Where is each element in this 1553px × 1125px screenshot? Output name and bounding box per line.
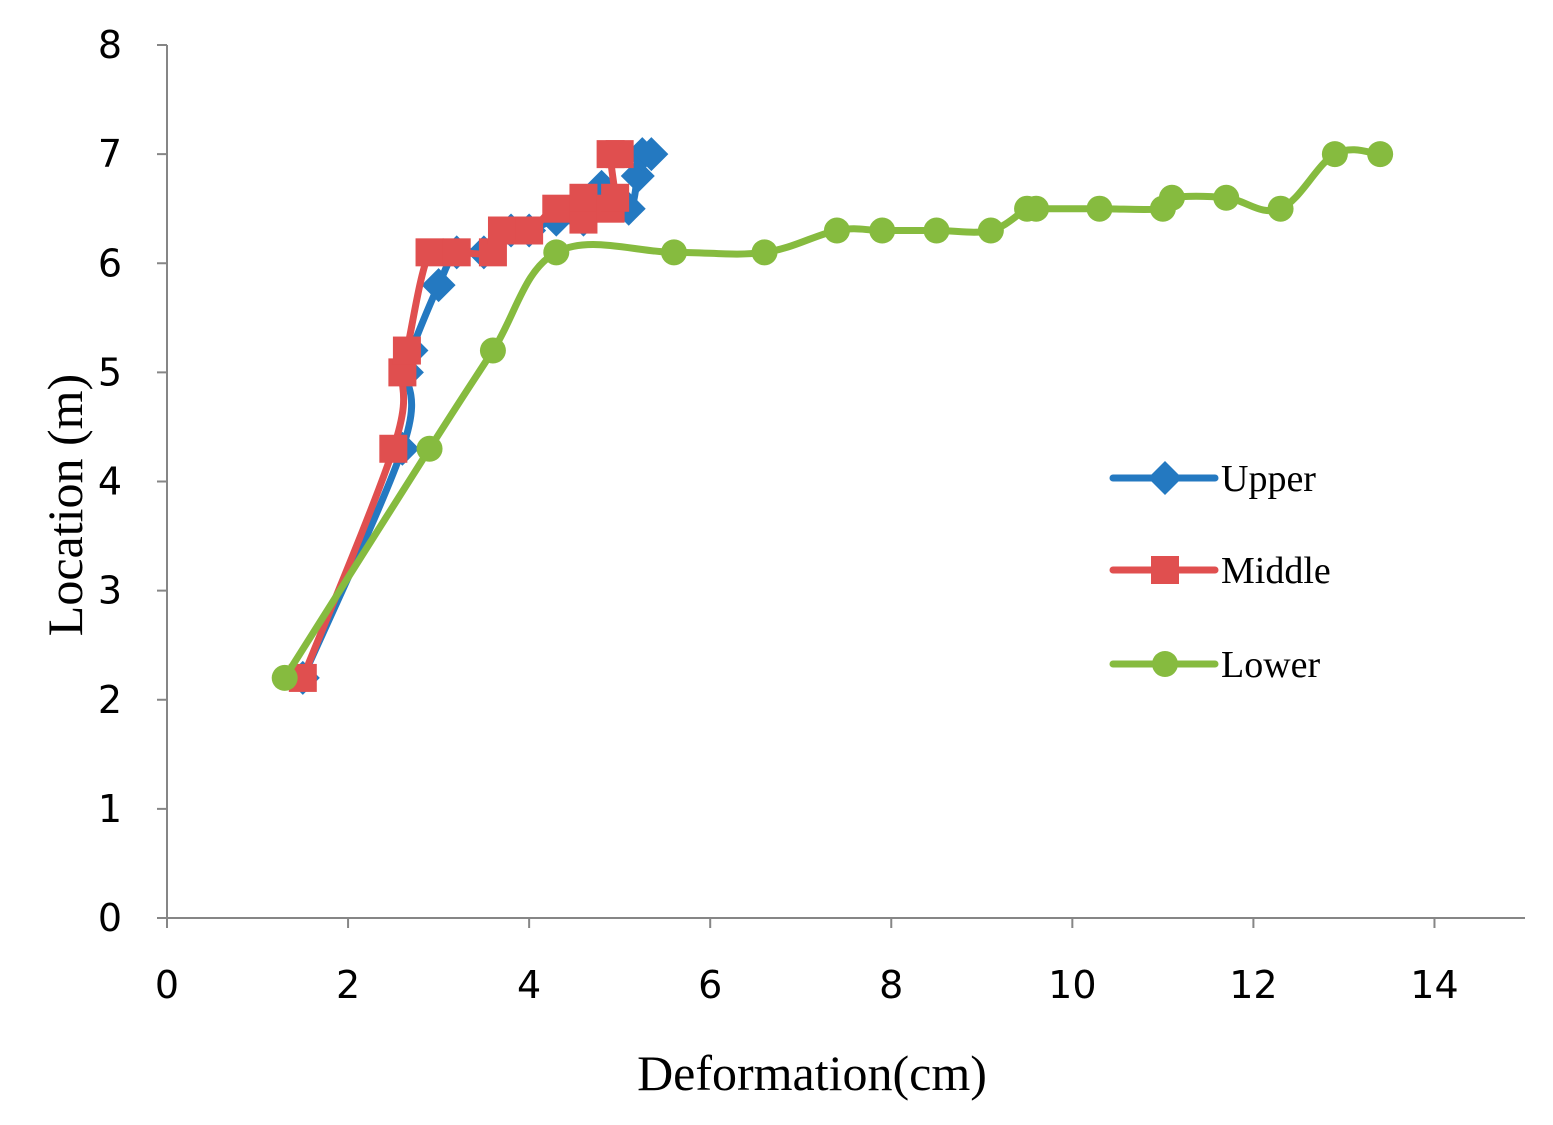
data-point-lower <box>543 239 570 266</box>
legend-marker-lower <box>1152 651 1178 677</box>
data-point-lower <box>660 239 687 266</box>
y-tick-label: 6 <box>98 241 122 285</box>
data-point-lower <box>1321 141 1348 168</box>
legend-item-upper: Upper <box>1109 458 1316 500</box>
axes <box>166 45 1525 919</box>
y-tick-label: 7 <box>98 132 122 176</box>
data-point-lower <box>1267 195 1294 222</box>
data-point-lower <box>416 435 443 462</box>
x-axis-title: Deformation(cm) <box>637 1045 987 1101</box>
series-layer <box>271 137 1394 695</box>
data-point-middle <box>569 183 598 212</box>
data-point-middle <box>515 216 544 245</box>
y-tick-label: 2 <box>98 678 122 722</box>
series-middle <box>288 140 634 692</box>
data-point-lower <box>1213 184 1240 211</box>
legend-marker-middle <box>1151 556 1179 584</box>
data-point-upper <box>634 137 669 172</box>
y-tick-label: 0 <box>98 896 122 940</box>
y-tick-label: 5 <box>98 350 122 394</box>
data-point-lower <box>479 337 506 364</box>
legend: Upper Middle Lower <box>1109 458 1331 686</box>
data-point-middle <box>605 140 634 169</box>
legend-label-upper: Upper <box>1221 458 1316 500</box>
x-tick-label: 0 <box>155 963 179 1007</box>
x-tick-label: 14 <box>1410 963 1458 1007</box>
y-tick-label: 4 <box>98 460 122 504</box>
data-point-middle <box>379 434 408 463</box>
legend-marker-upper <box>1148 461 1182 495</box>
data-point-middle <box>392 336 421 365</box>
series-line-upper <box>299 148 655 682</box>
data-point-lower <box>271 664 298 691</box>
data-point-lower <box>1367 141 1394 168</box>
x-tick-label: 8 <box>879 963 903 1007</box>
data-point-middle <box>442 238 471 267</box>
data-point-middle <box>415 238 444 267</box>
y-tick-label: 1 <box>98 787 122 831</box>
y-axis-title: Location (m) <box>37 374 93 636</box>
x-tick-label: 10 <box>1048 963 1096 1007</box>
data-point-middle <box>487 216 516 245</box>
data-point-lower <box>823 217 850 244</box>
data-point-lower <box>1023 195 1050 222</box>
y-tick-label: 8 <box>98 23 122 67</box>
x-tick-label: 2 <box>336 963 360 1007</box>
data-point-lower <box>869 217 896 244</box>
legend-item-middle: Middle <box>1109 550 1331 592</box>
legend-item-lower: Lower <box>1109 644 1321 686</box>
data-point-lower <box>977 217 1004 244</box>
data-point-lower <box>1086 195 1113 222</box>
data-point-lower <box>923 217 950 244</box>
x-tick-label: 12 <box>1229 963 1277 1007</box>
data-point-middle <box>601 183 630 212</box>
legend-label-lower: Lower <box>1221 644 1321 686</box>
y-tick-label: 3 <box>98 569 122 613</box>
data-point-upper <box>421 268 456 303</box>
data-point-lower <box>751 239 778 266</box>
x-tick-label: 6 <box>698 963 722 1007</box>
series-lower <box>271 141 1394 691</box>
data-point-lower <box>1158 184 1185 211</box>
x-tick-label: 4 <box>517 963 541 1007</box>
data-point-middle <box>542 194 571 223</box>
legend-label-middle: Middle <box>1221 550 1331 592</box>
